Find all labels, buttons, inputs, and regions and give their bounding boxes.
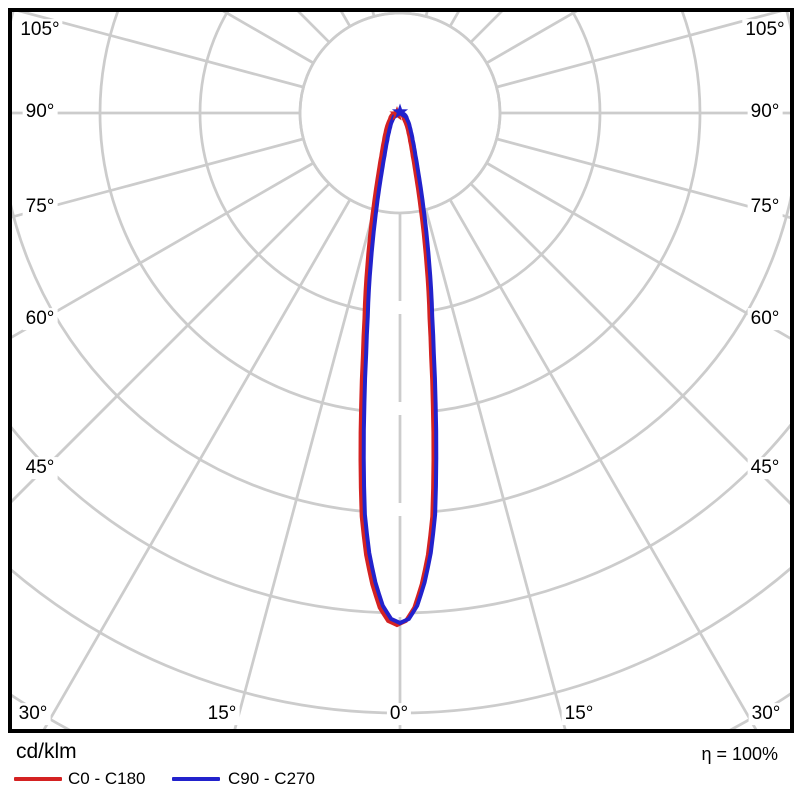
legend-label-c90: C90 - C270 xyxy=(228,769,315,788)
angle-label-right-1: 90° xyxy=(747,101,783,123)
center-marker-c90 xyxy=(391,103,409,119)
center-marker xyxy=(389,103,409,121)
angle-label-left-3: 60° xyxy=(22,308,58,330)
legend-swatch-c90-blue-line xyxy=(172,777,220,781)
efficiency-label: η = 100% xyxy=(701,744,778,764)
angle-label-left-1: 90° xyxy=(22,101,58,123)
angle-label-left-2: 75° xyxy=(22,196,58,218)
legend-swatch-c0-red-line xyxy=(14,777,62,781)
angle-label-right-2: 75° xyxy=(747,196,783,218)
angle-label-bottom-0: 30° xyxy=(15,703,51,725)
angle-label-bottom-4: 30° xyxy=(748,703,784,725)
plot-border xyxy=(8,8,794,733)
angle-label-bottom-3: 15° xyxy=(561,703,597,725)
angle-label-left-4: 45° xyxy=(22,457,58,479)
inner-ring xyxy=(298,11,502,215)
angle-label-right-0: 105° xyxy=(742,19,788,41)
angle-label-bottom-2: 0° xyxy=(386,703,412,725)
angle-label-right-4: 45° xyxy=(747,457,783,479)
unit-label: cd/klm xyxy=(16,740,77,763)
angle-label-left-0: 105° xyxy=(17,19,63,41)
angle-label-bottom-1: 15° xyxy=(204,703,240,725)
angle-label-right-3: 60° xyxy=(747,308,783,330)
legend-label-c0: C0 - C180 xyxy=(68,769,146,788)
